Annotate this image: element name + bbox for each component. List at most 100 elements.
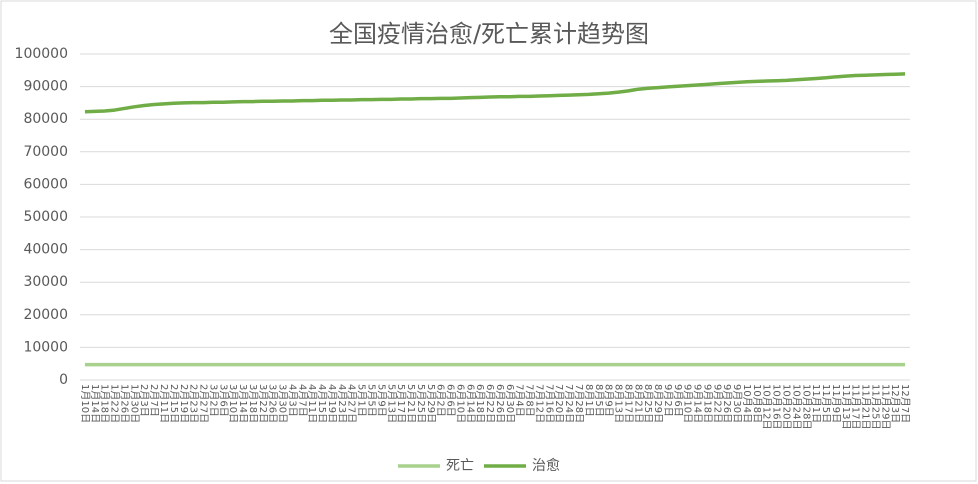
x-tick-label: 8月29日 bbox=[652, 384, 664, 423]
x-tick-label: 7月12日 bbox=[533, 384, 545, 423]
y-tick-label: 20000 bbox=[23, 307, 68, 323]
x-tick-label: 3月6日 bbox=[217, 384, 229, 417]
y-tick-label: 30000 bbox=[23, 274, 68, 290]
x-tick-label: 10月28日 bbox=[800, 384, 812, 429]
x-tick-label: 1月30日 bbox=[128, 384, 140, 423]
x-tick-label: 4月3日 bbox=[286, 384, 298, 417]
x-tick-label: 8月5日 bbox=[593, 384, 605, 417]
x-tick-label: 12月7日 bbox=[899, 384, 911, 423]
x-tick-label: 2月23日 bbox=[188, 384, 200, 423]
x-tick-label: 1月14日 bbox=[89, 384, 101, 423]
x-tick-label: 9月14日 bbox=[692, 384, 704, 423]
x-tick-label: 10月4日 bbox=[741, 384, 753, 423]
x-tick-label: 2月15日 bbox=[168, 384, 180, 423]
x-tick-label: 8月9日 bbox=[603, 384, 615, 417]
x-tick-label: 3月14日 bbox=[237, 384, 249, 423]
x-tick-label: 6月6日 bbox=[445, 384, 457, 417]
x-tick-label: 7月8日 bbox=[524, 384, 536, 417]
x-tick-label: 8月1日 bbox=[583, 384, 595, 417]
x-tick-label: 7月28日 bbox=[573, 384, 585, 423]
x-tick-label: 9月2日 bbox=[662, 384, 674, 417]
x-tick-label: 5月9日 bbox=[375, 384, 387, 417]
x-tick-label: 9月30日 bbox=[731, 384, 743, 423]
y-tick-label: 50000 bbox=[23, 209, 68, 225]
x-tick-label: 6月10日 bbox=[454, 384, 466, 423]
x-tick-label: 11月1日 bbox=[810, 384, 822, 423]
y-tick-label: 60000 bbox=[23, 176, 68, 192]
x-tick-label: 1月26日 bbox=[118, 384, 130, 423]
x-tick-label: 6月26日 bbox=[494, 384, 506, 423]
x-tick-label: 4月11日 bbox=[306, 384, 318, 423]
x-tick-label: 1月22日 bbox=[109, 384, 121, 423]
x-tick-label: 7月24日 bbox=[563, 384, 575, 423]
x-tick-label: 1月10日 bbox=[79, 384, 91, 423]
x-tick-label: 1月18日 bbox=[99, 384, 111, 423]
x-tick-label: 6月22日 bbox=[484, 384, 496, 423]
x-tick-label: 11月5日 bbox=[820, 384, 832, 423]
x-tick-label: 10月12日 bbox=[761, 384, 773, 429]
x-tick-label: 4月19日 bbox=[326, 384, 338, 423]
x-tick-label: 6月14日 bbox=[464, 384, 476, 423]
y-tick-label: 90000 bbox=[23, 79, 68, 95]
x-tick-label: 7月16日 bbox=[543, 384, 555, 423]
x-tick-label: 2月19日 bbox=[178, 384, 190, 423]
x-tick-label: 10月24日 bbox=[790, 384, 802, 429]
x-tick-label: 8月13日 bbox=[613, 384, 625, 423]
x-tick-label: 5月5日 bbox=[365, 384, 377, 417]
x-tick-label: 5月13日 bbox=[385, 384, 397, 423]
x-tick-label: 9月6日 bbox=[672, 384, 684, 417]
x-tick-label: 11月21日 bbox=[860, 384, 872, 429]
x-tick-label: 12月3日 bbox=[889, 384, 901, 423]
x-tick-label: 2月27日 bbox=[198, 384, 210, 423]
x-tick-label: 11月13日 bbox=[840, 384, 852, 429]
x-tick-label: 3月26日 bbox=[267, 384, 279, 423]
x-tick-label: 11月17日 bbox=[850, 384, 862, 429]
x-tick-label: 7月4日 bbox=[514, 384, 526, 417]
series-line bbox=[84, 72, 906, 114]
x-tick-label: 3月2日 bbox=[207, 384, 219, 417]
x-tick-label: 5月1日 bbox=[356, 384, 368, 417]
x-tick-label: 5月29日 bbox=[425, 384, 437, 423]
x-tick-label: 3月30日 bbox=[277, 384, 289, 423]
x-tick-label: 10月16日 bbox=[771, 384, 783, 429]
x-tick-label: 3月22日 bbox=[257, 384, 269, 423]
x-tick-label: 3月10日 bbox=[227, 384, 239, 423]
x-tick-label: 9月18日 bbox=[701, 384, 713, 423]
y-tick-label: 70000 bbox=[23, 144, 68, 160]
x-tick-label: 9月26日 bbox=[721, 384, 733, 423]
x-tick-label: 5月21日 bbox=[405, 384, 417, 423]
x-tick-label: 8月21日 bbox=[632, 384, 644, 423]
x-tick-label: 6月2日 bbox=[435, 384, 447, 417]
y-tick-label: 100000 bbox=[15, 46, 68, 62]
x-tick-label: 11月29日 bbox=[879, 384, 891, 429]
x-tick-label: 5月25日 bbox=[415, 384, 427, 423]
x-tick-label: 5月17日 bbox=[395, 384, 407, 423]
x-tick-label: 9月22日 bbox=[711, 384, 723, 423]
legend-label: 死亡 bbox=[446, 458, 474, 474]
x-tick-label: 2月3日 bbox=[138, 384, 150, 417]
y-tick-label: 10000 bbox=[23, 339, 68, 355]
x-tick-label: 6月18日 bbox=[474, 384, 486, 423]
x-tick-label: 3月18日 bbox=[247, 384, 259, 423]
x-tick-label: 11月25日 bbox=[869, 384, 881, 429]
x-tick-label: 11月9日 bbox=[830, 384, 842, 423]
x-tick-label: 4月23日 bbox=[336, 384, 348, 423]
x-tick-label: 10月20日 bbox=[780, 384, 792, 429]
x-tick-label: 4月7日 bbox=[296, 384, 308, 417]
x-tick-label: 6月30日 bbox=[504, 384, 516, 423]
x-tick-label: 4月27日 bbox=[346, 384, 358, 423]
x-tick-label: 2月7日 bbox=[148, 384, 160, 417]
y-tick-label: 0 bbox=[59, 372, 68, 388]
x-tick-label: 2月11日 bbox=[158, 384, 170, 423]
x-tick-label: 4月15日 bbox=[316, 384, 328, 423]
x-tick-label: 8月25日 bbox=[642, 384, 654, 423]
legend-label: 治愈 bbox=[532, 458, 560, 474]
x-tick-label: 8月17日 bbox=[622, 384, 634, 423]
x-tick-label: 9月10日 bbox=[682, 384, 694, 423]
x-tick-label: 10月8日 bbox=[751, 384, 763, 423]
y-tick-label: 80000 bbox=[23, 111, 68, 127]
y-tick-label: 40000 bbox=[23, 242, 68, 258]
x-tick-label: 7月20日 bbox=[553, 384, 565, 423]
